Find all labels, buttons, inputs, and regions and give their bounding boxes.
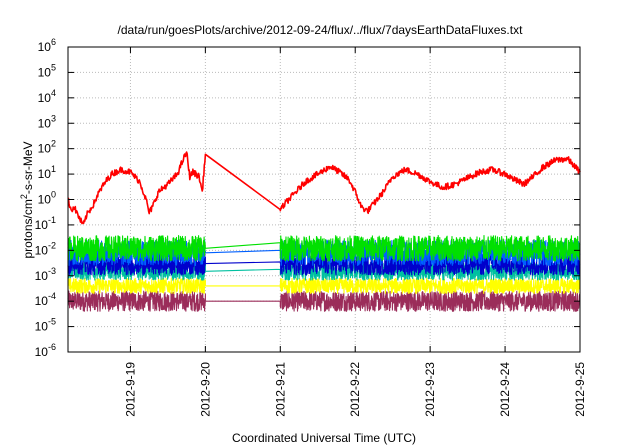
series-line-1	[67, 235, 581, 262]
y-tick-label: 103	[38, 113, 56, 130]
x-axis-label: Coordinated Universal Time (UTC)	[232, 431, 416, 445]
y-tick-label: 101	[38, 164, 56, 181]
x-tick-label: 2012-9-19	[123, 362, 137, 417]
y-tick-label: 105	[38, 62, 56, 79]
y-tick-label: 102	[38, 139, 56, 156]
y-tick-label: 106	[38, 37, 56, 54]
y-tick-label: 100	[38, 190, 56, 207]
y-tick-label: 10-6	[35, 342, 56, 359]
y-tick-label: 10-4	[35, 291, 56, 308]
chart-title: /data/run/goesPlots/archive/2012-09-24/f…	[118, 23, 524, 37]
x-tick-label: 2012-9-22	[348, 362, 362, 417]
x-axis-ticks: 2012-9-19 2012-9-20 2012-9-21 2012-9-22 2012…	[123, 47, 587, 417]
series-line-0	[67, 151, 581, 225]
series-line-3	[67, 251, 581, 276]
y-tick-label: 10-2	[35, 240, 56, 257]
x-tick-label: 2012-9-25	[573, 362, 587, 417]
x-tick-label: 2012-9-21	[273, 362, 287, 417]
x-tick-label: 2012-9-23	[423, 362, 437, 417]
y-axis-ticks: 10-6 10-5 10-4 10-3 10-2 10-1 100 101 102 103 104 1…	[35, 37, 580, 359]
y-tick-label: 104	[38, 88, 56, 105]
y-axis-label: protons/cm2-s-sr-MeV	[19, 141, 35, 258]
y-tick-label: 10-3	[35, 266, 56, 283]
series-line-5	[67, 277, 581, 295]
x-tick-label: 2012-9-24	[498, 362, 512, 417]
y-tick-label: 10-1	[35, 215, 56, 232]
series-line-6	[67, 290, 581, 312]
x-tick-label: 2012-9-20	[198, 362, 212, 417]
y-tick-label: 10-5	[35, 317, 56, 334]
series-layer	[67, 151, 581, 312]
